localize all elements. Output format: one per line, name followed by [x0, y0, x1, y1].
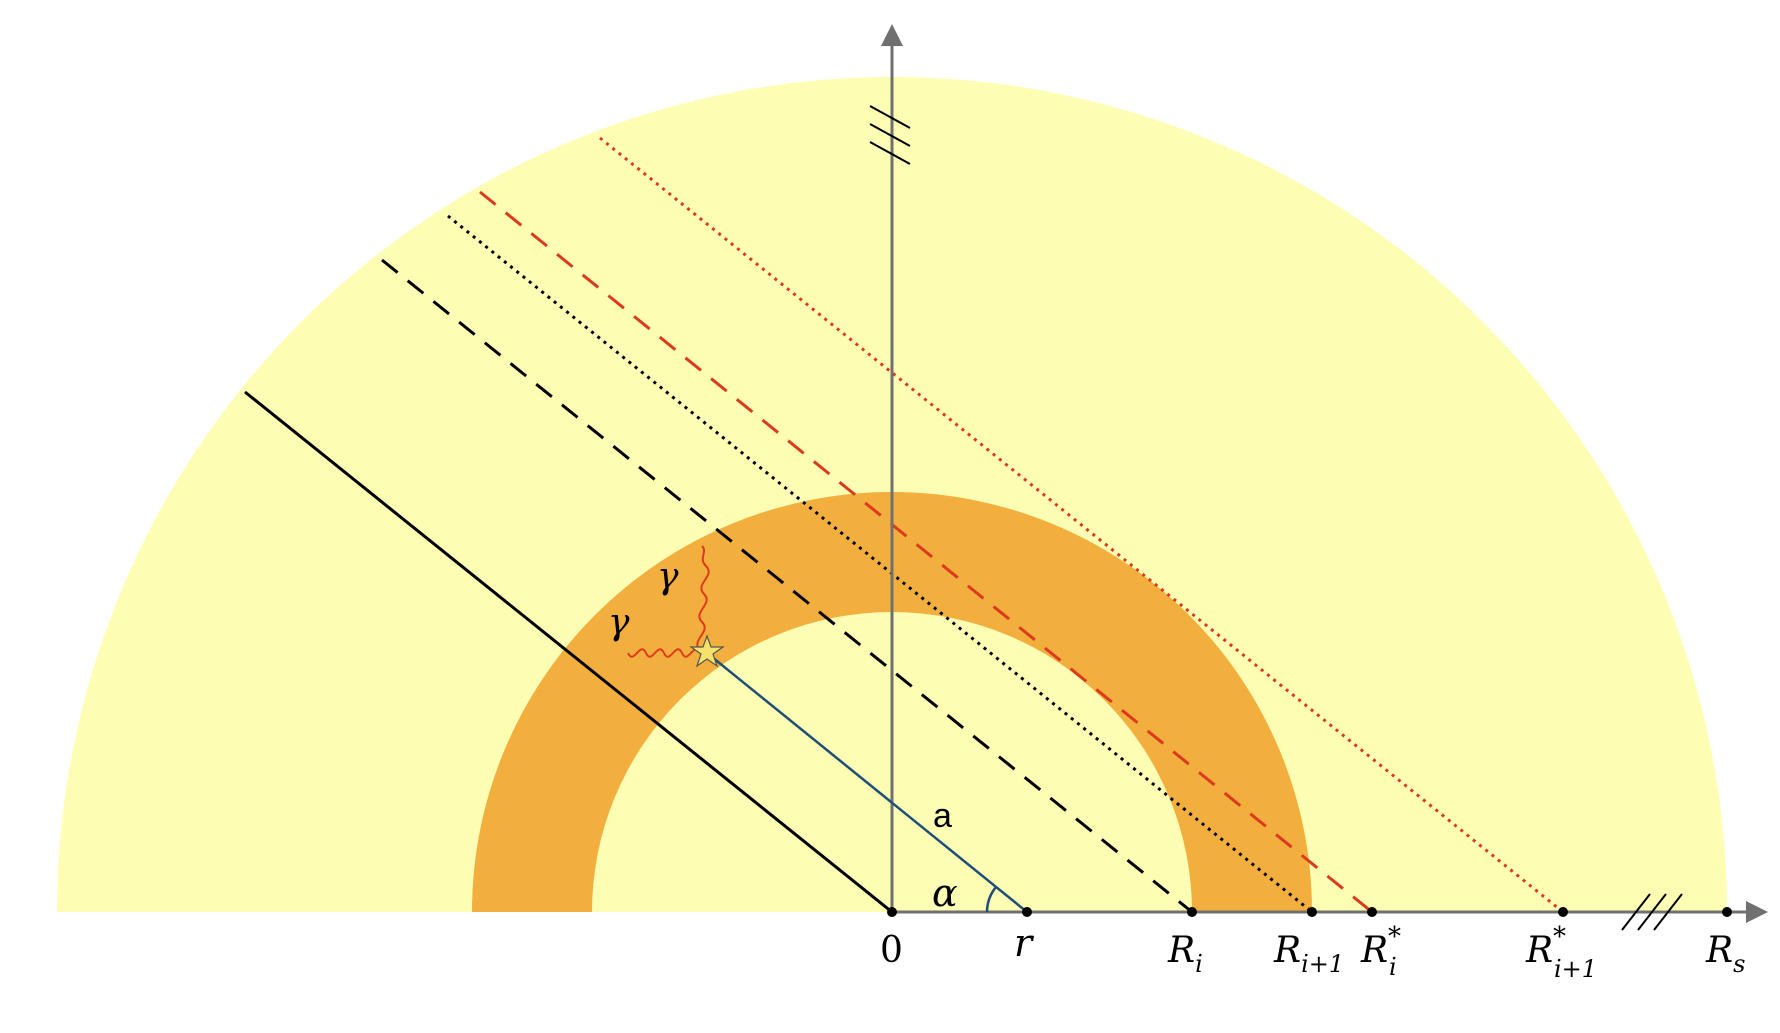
point-r [1022, 907, 1032, 917]
chord-line-black-dotted [447, 214, 1313, 914]
chord-line-black-solid [244, 390, 893, 914]
point-R-s [1722, 907, 1732, 917]
shell-layer-half-annulus [472, 492, 1312, 912]
label-gamma-2: γ [608, 602, 630, 643]
label-origin: 0 [880, 930, 903, 971]
label-R-i-plus-1-star: R [1525, 930, 1553, 971]
label-R-i-plus-1-star-sup: * [1553, 922, 1566, 952]
chord-lines [244, 136, 1564, 914]
horizontal-axis-arrow-icon [1746, 901, 1768, 923]
star-icon [689, 634, 725, 668]
angle-arc-alpha [985, 886, 997, 913]
label-R-s: Rs [1705, 930, 1745, 978]
photon-path-up [696, 545, 710, 651]
horizontal-axis [892, 893, 1768, 931]
label-R-i-star-sub: i [1389, 953, 1397, 981]
chord-line-red-dotted [599, 136, 1564, 914]
vertical-axis-arrow-icon [881, 24, 903, 46]
distance-line-a [706, 652, 1028, 913]
label-R-i-star-sup: * [1388, 922, 1401, 952]
vertical-axis [869, 24, 911, 912]
axis-points [887, 907, 1732, 917]
chord-line-red-dashed [479, 190, 1373, 914]
point-R-i-plus-1 [1307, 907, 1317, 917]
label-angle-alpha: α [932, 871, 958, 915]
chord-line-black-dashed [381, 258, 1193, 914]
label-R-i-plus-1: Ri+1 [1273, 930, 1344, 978]
point-origin [887, 907, 897, 917]
label-gamma-1: γ [657, 556, 679, 597]
label-r: r [1014, 921, 1035, 965]
point-R-i [1187, 907, 1197, 917]
label-distance-a: a [933, 797, 952, 835]
point-R-i-plus-1-star [1558, 907, 1568, 917]
wavy-photon-icon [627, 545, 710, 658]
label-R-i-plus-1-star-sub: i+1 [1554, 955, 1597, 983]
photon-path-left [627, 648, 701, 658]
label-R-i: Ri [1167, 930, 1203, 978]
vertical-axis-break-icon [869, 105, 911, 165]
label-R-i-star: R [1360, 930, 1388, 971]
triple-slash-break-icon [1621, 893, 1683, 931]
point-R-i-star [1367, 907, 1377, 917]
